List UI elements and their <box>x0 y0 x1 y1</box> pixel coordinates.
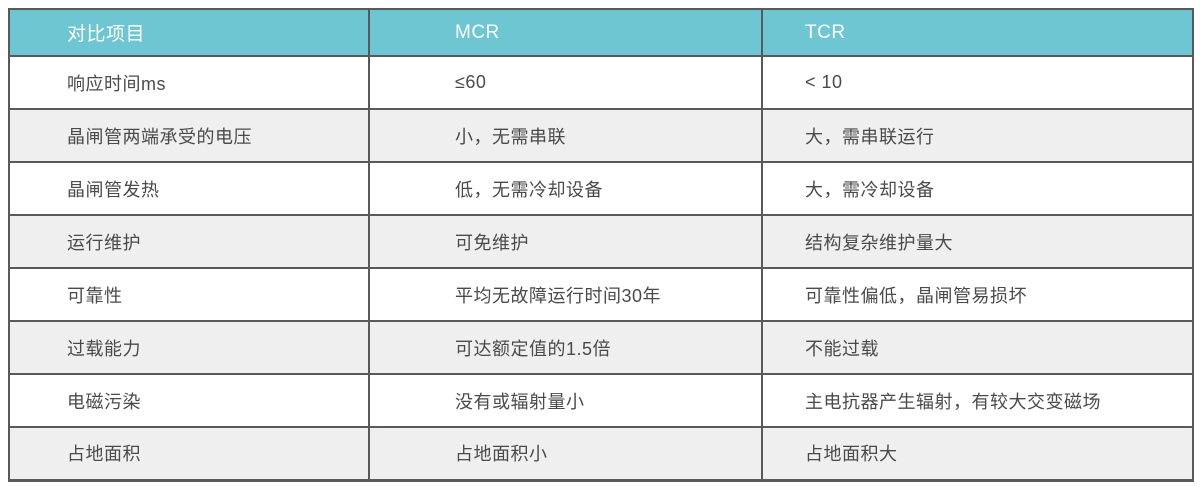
comparison-table: 对比项目 MCR TCR 响应时间ms ≤60 < 10 晶闸管两端承受的电压 … <box>8 8 1194 482</box>
row-label-cell: 响应时间ms <box>8 55 370 110</box>
tcr-value-cell: 大，需串联运行 <box>761 108 1194 163</box>
table-row-maintenance: 运行维护 可免维护 结构复杂维护量大 <box>8 214 1194 269</box>
row-label-cell: 电磁污染 <box>8 373 370 428</box>
mcr-value-cell: 占地面积小 <box>368 426 763 481</box>
tcr-value-cell: 可靠性偏低，晶闸管易损坏 <box>761 267 1194 322</box>
mcr-value-cell: 可免维护 <box>368 214 763 269</box>
mcr-value-cell: 平均无故障运行时间30年 <box>368 267 763 322</box>
tcr-value-cell: 结构复杂维护量大 <box>761 214 1194 269</box>
header-cell-mcr: MCR <box>368 8 763 57</box>
table-row-reliability: 可靠性 平均无故障运行时间30年 可靠性偏低，晶闸管易损坏 <box>8 267 1194 322</box>
table-row-thyristor-voltage: 晶闸管两端承受的电压 小，无需串联 大，需串联运行 <box>8 108 1194 163</box>
table-row-footprint: 占地面积 占地面积小 占地面积大 <box>8 426 1194 481</box>
tcr-value-cell: 占地面积大 <box>761 426 1194 481</box>
row-label-cell: 运行维护 <box>8 214 370 269</box>
table-row-thyristor-heat: 晶闸管发热 低，无需冷却设备 大，需冷却设备 <box>8 161 1194 216</box>
table-row-emi: 电磁污染 没有或辐射量小 主电抗器产生辐射，有较大交变磁场 <box>8 373 1194 428</box>
row-label-cell: 晶闸管发热 <box>8 161 370 216</box>
row-label-cell: 晶闸管两端承受的电压 <box>8 108 370 163</box>
mcr-value-cell: 小，无需串联 <box>368 108 763 163</box>
header-cell-tcr: TCR <box>761 8 1194 57</box>
row-label-cell: 可靠性 <box>8 267 370 322</box>
row-label-cell: 过载能力 <box>8 320 370 375</box>
row-label-cell: 占地面积 <box>8 426 370 481</box>
mcr-value-cell: 没有或辐射量小 <box>368 373 763 428</box>
table-row-overload: 过载能力 可达额定值的1.5倍 不能过载 <box>8 320 1194 375</box>
tcr-value-cell: 不能过载 <box>761 320 1194 375</box>
tcr-value-cell: 主电抗器产生辐射，有较大交变磁场 <box>761 373 1194 428</box>
mcr-value-cell: 低，无需冷却设备 <box>368 161 763 216</box>
header-cell-compare-item: 对比项目 <box>8 8 370 57</box>
table-header-row: 对比项目 MCR TCR <box>8 8 1194 57</box>
tcr-value-cell: 大，需冷却设备 <box>761 161 1194 216</box>
tcr-value-cell: < 10 <box>761 55 1194 110</box>
mcr-value-cell: 可达额定值的1.5倍 <box>368 320 763 375</box>
mcr-value-cell: ≤60 <box>368 55 763 110</box>
table-row-response-time: 响应时间ms ≤60 < 10 <box>8 55 1194 110</box>
